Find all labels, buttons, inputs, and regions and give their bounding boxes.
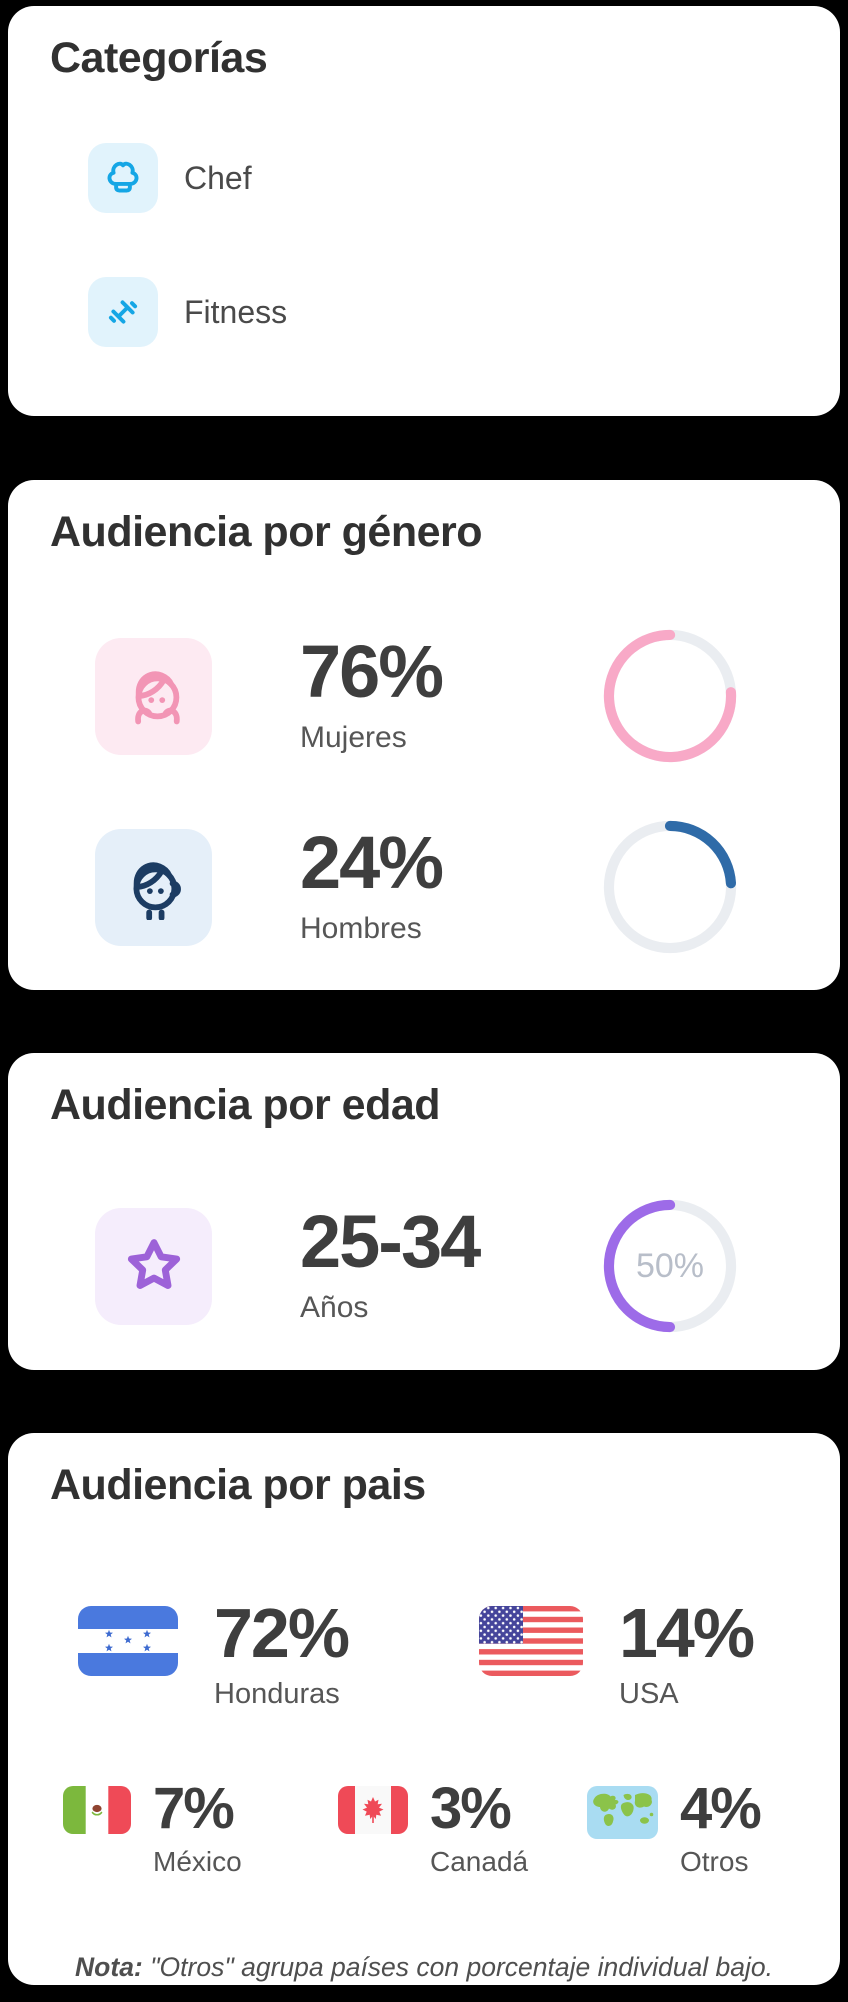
categories-title: Categorías bbox=[50, 34, 268, 82]
category-item-chef: Chef bbox=[88, 143, 252, 213]
category-label: Chef bbox=[184, 159, 252, 196]
country-item-usa: 14% USA bbox=[479, 1594, 755, 1711]
categories-card: Categorías Chef bbox=[8, 6, 840, 416]
otros-label: Otros bbox=[680, 1846, 749, 1877]
category-label: Fitness bbox=[184, 293, 288, 330]
world-map-icon bbox=[587, 1786, 658, 1839]
honduras-flag-icon bbox=[78, 1606, 178, 1676]
dumbbell-icon bbox=[88, 277, 158, 347]
hombres-donut-chart bbox=[596, 813, 744, 961]
mujeres-donut-chart bbox=[596, 622, 744, 770]
mujeres-percent: 76% bbox=[300, 630, 444, 714]
hombres-label: Hombres bbox=[300, 911, 422, 945]
otros-percent: 4% bbox=[680, 1776, 762, 1841]
canada-flag-icon bbox=[338, 1786, 408, 1834]
country-title: Audiencia por pais bbox=[50, 1461, 426, 1509]
age-donut-chart: 50% bbox=[596, 1192, 744, 1340]
chef-hat-icon bbox=[88, 143, 158, 213]
star-icon bbox=[95, 1207, 212, 1325]
usa-flag-icon bbox=[479, 1606, 583, 1676]
age-ring-percent-label: 50% bbox=[635, 1246, 705, 1285]
footnote-text: "Otros" agrupa países con porcentaje ind… bbox=[142, 1951, 773, 1982]
country-card: Audiencia por pais bbox=[8, 1433, 840, 1985]
honduras-percent: 72% bbox=[214, 1594, 350, 1672]
country-item-otros: 4% Otros bbox=[587, 1776, 762, 1878]
country-row-1: 72% Honduras bbox=[78, 1594, 755, 1711]
country-item-canada: 3% Canadá bbox=[338, 1780, 587, 1878]
man-icon bbox=[95, 828, 212, 946]
mujeres-label: Mujeres bbox=[300, 720, 407, 754]
gender-title: Audiencia por género bbox=[50, 508, 483, 556]
mexico-label: México bbox=[153, 1846, 242, 1877]
gender-row-mujeres: 76% Mujeres bbox=[95, 622, 744, 770]
country-item-mexico: 7% México bbox=[63, 1780, 338, 1878]
category-item-fitness: Fitness bbox=[88, 277, 287, 347]
usa-label: USA bbox=[619, 1678, 679, 1710]
age-title: Audiencia por edad bbox=[50, 1081, 441, 1129]
honduras-label: Honduras bbox=[214, 1678, 340, 1710]
gender-row-hombres: 24% Hombres bbox=[95, 813, 744, 961]
gender-card: Audiencia por género 76% M bbox=[8, 480, 840, 990]
mexico-flag-icon bbox=[63, 1786, 131, 1834]
age-row: 25-34 Años 50% bbox=[95, 1192, 744, 1340]
footnote-prefix: Nota: bbox=[75, 1951, 143, 1982]
country-item-honduras: 72% Honduras bbox=[78, 1598, 479, 1711]
woman-icon bbox=[95, 637, 212, 755]
canada-percent: 3% bbox=[430, 1776, 512, 1841]
mexico-percent: 7% bbox=[153, 1776, 235, 1841]
age-card: Audiencia por edad 25-34 Años 50% bbox=[8, 1053, 840, 1370]
age-range-label: Años bbox=[300, 1290, 369, 1324]
usa-percent: 14% bbox=[619, 1594, 755, 1672]
country-row-2: 7% México 3% Canadá bbox=[63, 1776, 762, 1878]
hombres-percent: 24% bbox=[300, 821, 444, 905]
footnote: Nota: "Otros" agrupa países con porcenta… bbox=[8, 1952, 840, 1983]
age-range-value: 25-34 bbox=[300, 1200, 481, 1284]
canada-label: Canadá bbox=[430, 1846, 529, 1877]
